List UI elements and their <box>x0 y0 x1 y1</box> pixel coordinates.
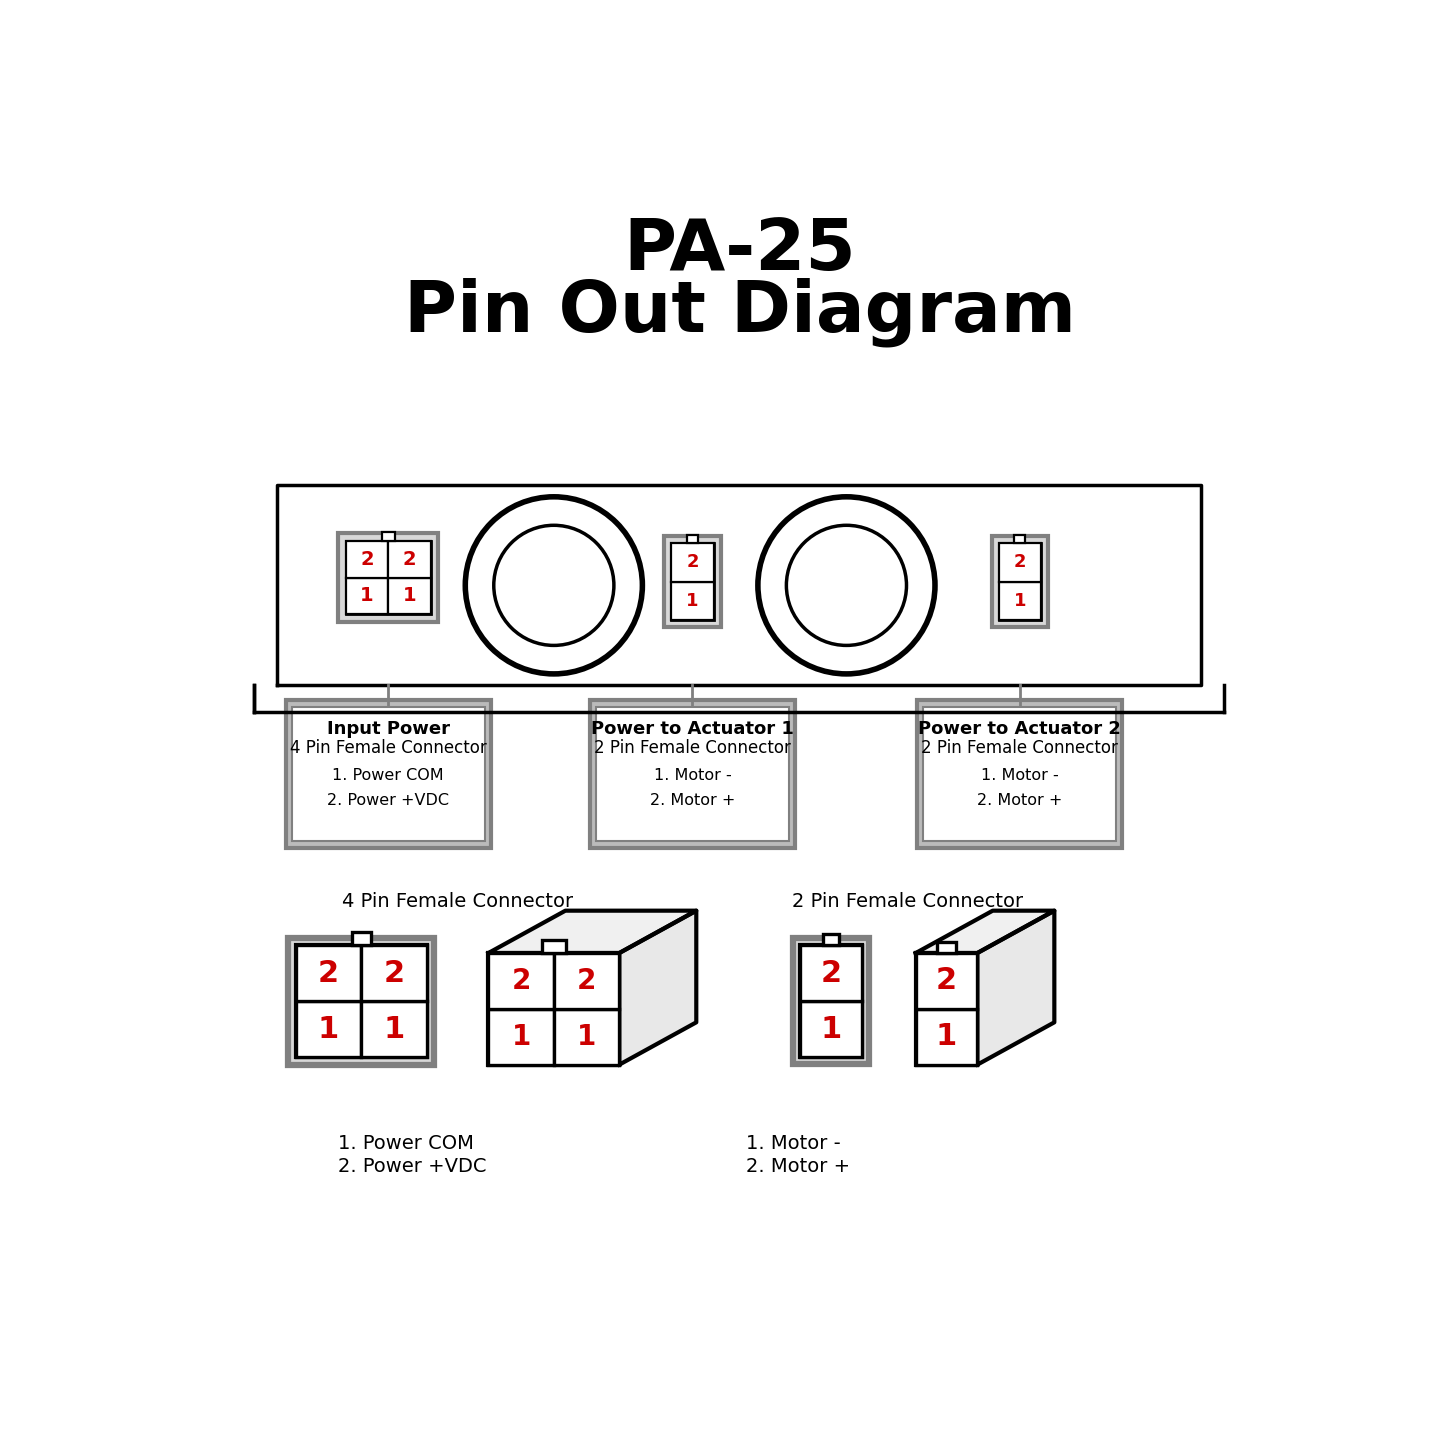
Text: 2. Power +VDC: 2. Power +VDC <box>338 1157 487 1176</box>
Text: Power to Actuator 1: Power to Actuator 1 <box>591 721 793 738</box>
Text: 2: 2 <box>318 958 340 988</box>
Text: 2: 2 <box>936 967 957 996</box>
Text: 2: 2 <box>686 553 699 571</box>
Bar <box>553 1009 620 1065</box>
Bar <box>292 707 484 841</box>
Bar <box>923 707 1116 841</box>
Bar <box>672 543 714 620</box>
Bar <box>998 543 1040 620</box>
Polygon shape <box>620 910 696 1065</box>
Text: 2: 2 <box>360 551 374 569</box>
Bar <box>286 701 491 848</box>
Text: Input Power: Input Power <box>327 721 449 738</box>
Text: 2. Motor +: 2. Motor + <box>650 793 736 808</box>
Text: PA-25: PA-25 <box>624 215 857 285</box>
Text: 1. Power COM: 1. Power COM <box>338 1134 474 1153</box>
Text: 2: 2 <box>577 967 597 996</box>
Bar <box>918 701 1123 848</box>
Text: 2: 2 <box>383 958 405 988</box>
Bar <box>389 540 431 578</box>
Text: 1: 1 <box>1013 592 1026 610</box>
Bar <box>590 701 795 848</box>
Bar <box>553 954 620 1009</box>
Bar <box>345 540 389 578</box>
Polygon shape <box>488 910 696 954</box>
Text: 1. Power COM: 1. Power COM <box>332 769 444 783</box>
Text: 1: 1 <box>403 587 416 605</box>
Bar <box>345 578 389 614</box>
Bar <box>916 1009 977 1065</box>
Text: 4 Pin Female Connector: 4 Pin Female Connector <box>342 892 574 910</box>
Text: 2 Pin Female Connector: 2 Pin Female Connector <box>594 738 790 757</box>
Text: Power to Actuator 2: Power to Actuator 2 <box>918 721 1121 738</box>
Bar <box>542 939 565 954</box>
Text: 2: 2 <box>1013 553 1026 571</box>
Text: 2. Motor +: 2. Motor + <box>746 1157 851 1176</box>
Polygon shape <box>916 910 1055 954</box>
Text: 1. Motor -: 1. Motor - <box>746 1134 841 1153</box>
Bar <box>488 1009 553 1065</box>
Bar <box>296 945 426 1056</box>
Bar <box>916 954 977 1009</box>
Bar <box>801 1001 861 1056</box>
Circle shape <box>494 526 614 646</box>
Circle shape <box>786 526 906 646</box>
Text: 1: 1 <box>577 1023 597 1051</box>
Bar <box>672 581 714 620</box>
Text: 2 Pin Female Connector: 2 Pin Female Connector <box>922 738 1118 757</box>
Text: 4 Pin Female Connector: 4 Pin Female Connector <box>290 738 487 757</box>
Text: 1. Motor -: 1. Motor - <box>653 769 731 783</box>
Bar <box>672 543 714 581</box>
Text: 2: 2 <box>512 967 530 996</box>
Bar <box>801 945 861 1056</box>
Bar <box>345 540 431 614</box>
Bar <box>998 543 1040 581</box>
Text: 2. Power +VDC: 2. Power +VDC <box>327 793 449 808</box>
Bar <box>991 536 1048 627</box>
Text: 1: 1 <box>318 1014 340 1043</box>
Bar <box>688 535 698 543</box>
Text: 1: 1 <box>821 1014 841 1043</box>
Bar <box>488 954 620 1065</box>
Text: 1: 1 <box>360 587 374 605</box>
Text: 1. Motor -: 1. Motor - <box>981 769 1059 783</box>
Bar <box>488 954 553 1009</box>
Bar <box>361 945 426 1001</box>
Bar <box>824 933 838 945</box>
Text: 2: 2 <box>821 958 841 988</box>
Bar <box>338 533 438 621</box>
Circle shape <box>757 497 935 673</box>
Text: 1: 1 <box>936 1022 957 1052</box>
Bar <box>389 578 431 614</box>
Text: 1: 1 <box>383 1014 405 1043</box>
Bar <box>296 945 361 1001</box>
Bar <box>1014 535 1025 543</box>
Bar <box>801 945 861 1001</box>
Text: 1: 1 <box>512 1023 530 1051</box>
Bar <box>916 954 977 1065</box>
Text: 2 Pin Female Connector: 2 Pin Female Connector <box>792 892 1023 910</box>
Bar <box>361 1001 426 1056</box>
Bar <box>793 938 868 1064</box>
Circle shape <box>465 497 643 673</box>
Text: Pin Out Diagram: Pin Out Diagram <box>405 277 1077 347</box>
Bar <box>288 938 435 1065</box>
Bar <box>938 942 955 954</box>
Bar <box>351 932 371 945</box>
Bar <box>381 532 394 540</box>
Polygon shape <box>977 910 1055 1065</box>
Text: 1: 1 <box>686 592 699 610</box>
Bar <box>296 1001 361 1056</box>
Bar <box>998 581 1040 620</box>
Bar <box>665 536 721 627</box>
Bar <box>597 707 789 841</box>
Text: 2: 2 <box>403 551 416 569</box>
Text: 2. Motor +: 2. Motor + <box>977 793 1062 808</box>
